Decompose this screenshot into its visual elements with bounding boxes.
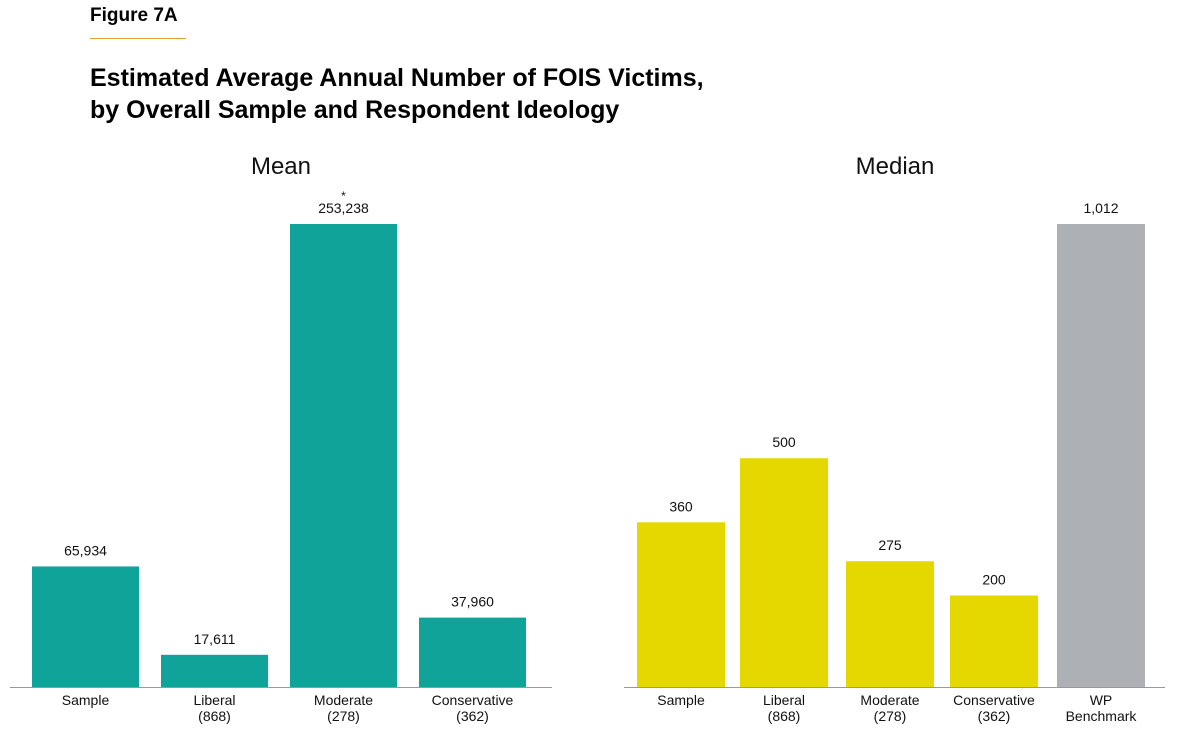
median-category-label-2-1: (278) bbox=[874, 708, 907, 724]
median-panel: Median 360 Sample 500 Liberal(868) 275 Moderat… bbox=[624, 153, 1165, 724]
mean-value-label-1: 17,611 bbox=[194, 631, 236, 647]
mean-category-label-1-1: (868) bbox=[198, 708, 231, 724]
mean-category-label-2-0: Moderate bbox=[314, 692, 373, 708]
median-category-label-1-0: Liberal bbox=[763, 692, 805, 708]
median-category-label-2-0: Moderate bbox=[860, 692, 919, 708]
mean-annotation-2: * bbox=[341, 189, 346, 203]
median-category-label-4-0: WP bbox=[1090, 692, 1113, 708]
median-bar-2 bbox=[846, 561, 934, 687]
median-category-label-3-1: (362) bbox=[978, 708, 1011, 724]
mean-category-label-0-0: Sample bbox=[62, 692, 110, 708]
median-bar-1 bbox=[740, 458, 828, 687]
median-value-label-4: 1,012 bbox=[1083, 200, 1118, 216]
figure-label: Figure 7A bbox=[90, 5, 178, 26]
median-bar-4 bbox=[1057, 224, 1145, 687]
chart-title-line-1: Estimated Average Annual Number of FOIS … bbox=[90, 64, 704, 92]
median-value-label-0: 360 bbox=[669, 498, 693, 514]
figure-label-rule bbox=[90, 38, 186, 39]
median-value-label-1: 500 bbox=[772, 434, 796, 450]
median-category-label-4-1: Benchmark bbox=[1066, 708, 1138, 724]
mean-category-label-1-0: Liberal bbox=[193, 692, 235, 708]
mean-bar-2 bbox=[290, 224, 397, 687]
mean-value-label-3: 37,960 bbox=[451, 594, 494, 610]
median-category-label-3-0: Conservative bbox=[953, 692, 1035, 708]
median-category-label-1-1: (868) bbox=[768, 708, 801, 724]
mean-panel: Mean 65,934 Sample 17,611 Liberal(868) 253,23… bbox=[10, 153, 552, 724]
median-chart-title: Median bbox=[856, 153, 935, 180]
mean-bar-1 bbox=[161, 654, 268, 687]
mean-chart-title: Mean bbox=[251, 153, 311, 180]
median-category-label-0-0: Sample bbox=[657, 692, 705, 708]
median-bar-0 bbox=[637, 522, 725, 687]
mean-category-label-3-0: Conservative bbox=[432, 692, 514, 708]
chart-title-line-2: by Overall Sample and Respondent Ideolog… bbox=[90, 96, 620, 124]
median-bar-3 bbox=[950, 595, 1038, 687]
mean-category-label-2-1: (278) bbox=[327, 708, 360, 724]
mean-value-label-0: 65,934 bbox=[64, 542, 107, 558]
mean-value-label-2: 253,238 bbox=[318, 200, 369, 216]
mean-bar-0 bbox=[32, 566, 139, 687]
mean-bar-3 bbox=[419, 617, 526, 687]
median-value-label-2: 275 bbox=[878, 537, 902, 553]
mean-category-label-3-1: (362) bbox=[456, 708, 489, 724]
chart-title: Estimated Average Annual Number of FOIS … bbox=[90, 62, 890, 126]
median-value-label-3: 200 bbox=[982, 571, 1006, 587]
